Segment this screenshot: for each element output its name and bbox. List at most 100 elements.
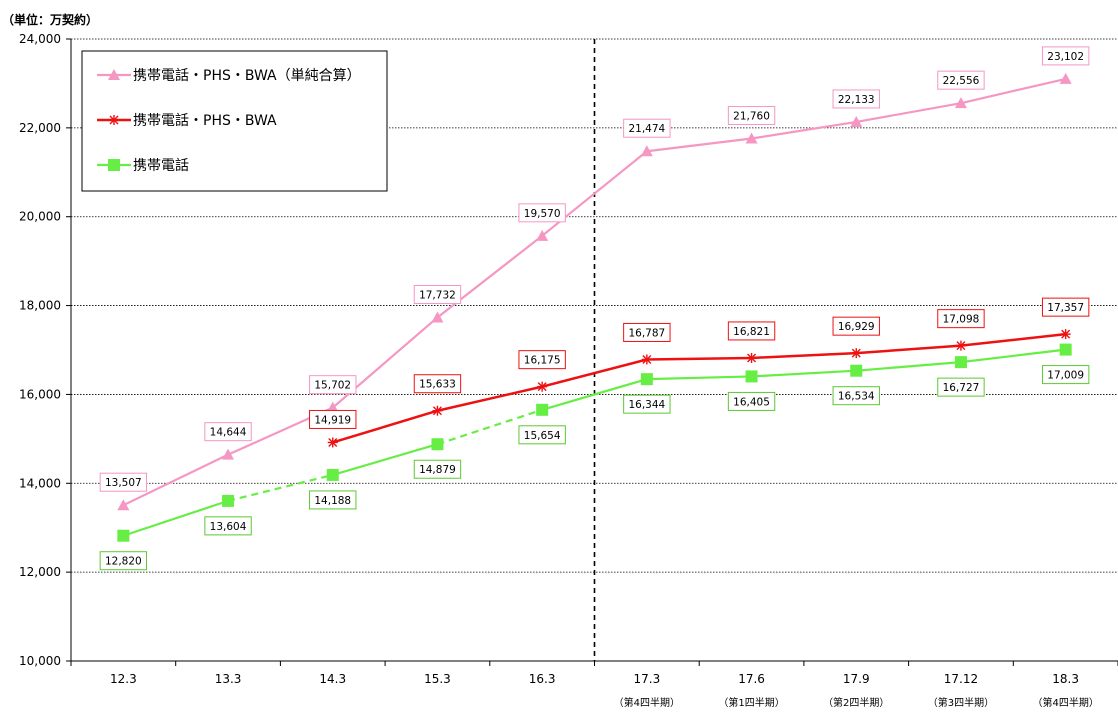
triangle-marker bbox=[954, 97, 967, 109]
data-label-box bbox=[413, 459, 462, 479]
legend-label: 携帯電話・PHS・BWA bbox=[133, 112, 277, 129]
data-label-box bbox=[1041, 365, 1090, 385]
x-tick-label: 17.9 bbox=[843, 672, 870, 686]
square-marker bbox=[431, 438, 444, 451]
data-label: 21,474 bbox=[628, 123, 665, 135]
series-segment bbox=[646, 375, 752, 381]
data-label: 14,188 bbox=[314, 495, 351, 507]
data-label: 13,507 bbox=[105, 477, 142, 489]
x-tick-label: 14.3 bbox=[319, 672, 346, 686]
data-label-box bbox=[309, 409, 357, 429]
triangle-marker bbox=[326, 401, 339, 413]
triangle-marker bbox=[745, 132, 758, 144]
series-segment bbox=[751, 369, 857, 378]
data-label-box bbox=[832, 89, 880, 109]
data-label-box bbox=[1041, 297, 1090, 317]
star-marker bbox=[746, 352, 757, 363]
legend-label: 携帯電話 bbox=[133, 157, 189, 174]
gridlines bbox=[71, 38, 1118, 661]
data-label-box bbox=[1041, 46, 1090, 66]
data-label: 16,405 bbox=[733, 396, 770, 408]
triangle-marker bbox=[222, 448, 235, 460]
square-marker bbox=[536, 403, 549, 416]
square-marker bbox=[108, 159, 120, 171]
y-tick-label: 20,000 bbox=[19, 210, 61, 224]
square-marker bbox=[640, 373, 653, 386]
star-marker bbox=[851, 348, 862, 359]
triangle-marker bbox=[640, 145, 653, 157]
data-label-box bbox=[937, 70, 985, 90]
data-label-box bbox=[937, 377, 985, 397]
data-label: 17,357 bbox=[1047, 302, 1084, 314]
data-label-box bbox=[413, 374, 462, 394]
series-segment bbox=[332, 409, 438, 444]
series-segment bbox=[122, 453, 229, 507]
series-segment bbox=[646, 356, 752, 361]
data-label: 16,727 bbox=[943, 382, 980, 394]
star-marker bbox=[109, 115, 119, 125]
x-tick-sublabel: （第4四半期） bbox=[1032, 696, 1098, 709]
triangle-marker bbox=[431, 311, 444, 323]
data-label-box bbox=[623, 322, 671, 342]
x-tick-sublabel: （第3四半期） bbox=[928, 696, 994, 709]
star-marker bbox=[432, 405, 443, 416]
x-tick-sublabel: （第4四半期） bbox=[614, 696, 680, 709]
data-label-box bbox=[727, 321, 776, 341]
x-tick-label: 12.3 bbox=[110, 672, 137, 686]
star-marker bbox=[537, 381, 548, 392]
data-label-box bbox=[727, 106, 776, 126]
data-label-box bbox=[309, 375, 357, 395]
data-label-box bbox=[413, 284, 462, 304]
data-labels: 13,507 14,644 15,702 17,732 19,570 21,474 21,7… bbox=[99, 46, 1090, 571]
x-tick-label: 17.6 bbox=[738, 672, 765, 686]
triangle-marker bbox=[1059, 72, 1072, 84]
data-label: 22,133 bbox=[838, 94, 875, 106]
x-tick-label: 17.12 bbox=[944, 672, 978, 686]
series-segment bbox=[856, 344, 962, 355]
square-marker bbox=[954, 356, 967, 369]
series-segment bbox=[960, 77, 1066, 105]
y-tick-label: 14,000 bbox=[19, 476, 61, 490]
y-tick-label: 16,000 bbox=[19, 387, 61, 401]
series-segment bbox=[436, 234, 543, 319]
data-label: 14,644 bbox=[210, 427, 247, 439]
series-segment bbox=[437, 408, 543, 446]
data-label-box bbox=[518, 350, 566, 370]
series-lines bbox=[117, 72, 1072, 542]
data-label: 15,702 bbox=[314, 380, 351, 392]
data-label-box bbox=[832, 316, 880, 336]
square-marker bbox=[850, 364, 863, 377]
y-tick-label: 18,000 bbox=[19, 299, 61, 313]
data-label: 17,732 bbox=[419, 289, 456, 301]
data-label-box bbox=[518, 203, 566, 223]
x-tick-label: 15.3 bbox=[424, 672, 451, 686]
series-segment bbox=[541, 358, 648, 388]
series-segment bbox=[123, 499, 229, 537]
legend-box bbox=[81, 50, 388, 192]
square-marker bbox=[326, 468, 339, 481]
triangle-marker bbox=[108, 69, 120, 80]
star-marker bbox=[1060, 329, 1071, 340]
legend: 携帯電話・PHS・BWA（単純合算） 携帯電話・PHS・BWA 携帯電話 bbox=[81, 50, 388, 192]
data-label-box bbox=[937, 309, 985, 329]
series-segment bbox=[960, 348, 1066, 364]
triangle-marker bbox=[117, 499, 130, 511]
triangle-marker bbox=[850, 115, 863, 127]
data-label-box bbox=[204, 516, 252, 536]
series-segment bbox=[646, 137, 752, 153]
triangle-marker bbox=[536, 229, 549, 241]
data-label: 15,633 bbox=[419, 379, 456, 391]
y-tick-label: 12,000 bbox=[19, 565, 61, 579]
square-marker bbox=[745, 370, 758, 383]
data-label-box bbox=[518, 425, 566, 445]
star-marker bbox=[641, 354, 652, 365]
data-label-box bbox=[99, 551, 148, 571]
unit-label: （単位：万契約） bbox=[2, 12, 98, 27]
data-label: 17,009 bbox=[1047, 370, 1084, 382]
data-label: 21,760 bbox=[733, 111, 770, 123]
data-label: 16,821 bbox=[733, 326, 770, 338]
y-tick-label: 24,000 bbox=[19, 32, 61, 46]
data-label-box bbox=[309, 490, 357, 510]
series-segment bbox=[541, 378, 648, 411]
